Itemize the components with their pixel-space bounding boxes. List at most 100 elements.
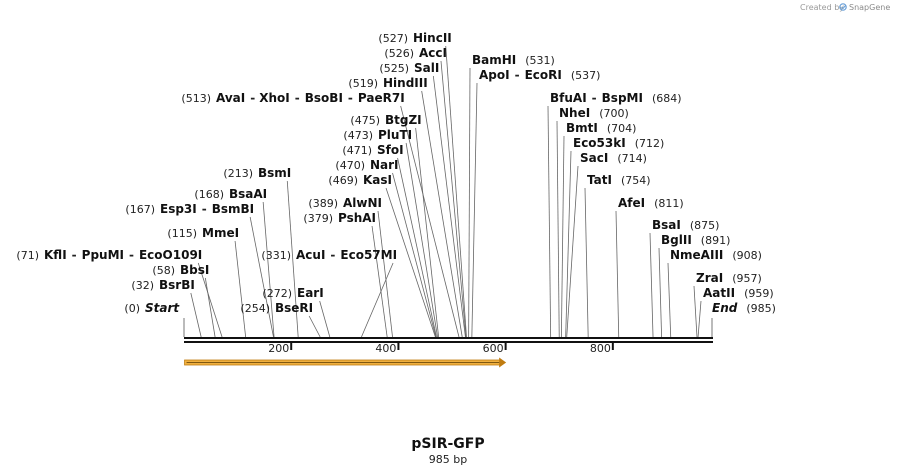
enzyme-name: AvaI bbox=[216, 91, 245, 105]
site-label-tati[interactable]: TatI (754) bbox=[587, 173, 651, 187]
enzyme-name: BmtI bbox=[566, 121, 598, 135]
site-label-eari[interactable]: (272) EarI bbox=[262, 286, 323, 300]
leader-line bbox=[385, 187, 436, 338]
leader-line bbox=[615, 210, 620, 338]
site-position: (985) bbox=[746, 302, 776, 315]
site-label-saci[interactable]: SacI (714) bbox=[580, 151, 647, 165]
feature-arrow[interactable] bbox=[184, 357, 507, 368]
enzyme-name: Start bbox=[145, 301, 180, 315]
site-label-alwni[interactable]: (389) AlwNI bbox=[308, 196, 382, 210]
site-label-bbsi[interactable]: (58) BbsI bbox=[152, 263, 209, 277]
enzyme-name: AcuI bbox=[296, 248, 325, 262]
site-label-start[interactable]: (0) Start bbox=[124, 301, 180, 315]
leader-line bbox=[234, 240, 247, 338]
site-label-nari[interactable]: (470) NarI bbox=[335, 158, 398, 172]
ruler-tick-label: 400 bbox=[375, 342, 396, 355]
site-position: (167) bbox=[125, 203, 155, 216]
site-label-esp3i[interactable]: (167) Esp3I - BsmBI bbox=[125, 202, 254, 216]
site-label-pshai[interactable]: (379) PshAI bbox=[303, 211, 376, 225]
leader-line bbox=[556, 120, 560, 338]
site-label-pluti[interactable]: (473) PluTI bbox=[343, 128, 412, 142]
site-label-bglii[interactable]: BglII (891) bbox=[661, 233, 730, 247]
enzyme-name: NmeAIII bbox=[670, 248, 723, 262]
enzyme-name: BsmI bbox=[258, 166, 291, 180]
site-label-aatii[interactable]: AatII (959) bbox=[703, 286, 774, 300]
site-label-bsai[interactable]: BsaI (875) bbox=[652, 218, 719, 232]
site-position: (754) bbox=[621, 174, 651, 187]
site-position: (891) bbox=[701, 234, 731, 247]
enzyme-name: BbsI bbox=[180, 263, 209, 277]
site-label-bmti[interactable]: BmtI (704) bbox=[566, 121, 636, 135]
site-label-hindiii[interactable]: (519) HindIII bbox=[348, 76, 427, 90]
site-label-sali[interactable]: (525) SalI bbox=[379, 61, 439, 75]
site-position: (714) bbox=[617, 152, 647, 165]
site-label-afei[interactable]: AfeI (811) bbox=[618, 196, 684, 210]
enzyme-name: Eco57MI bbox=[340, 248, 397, 262]
enzyme-name: PluTI bbox=[378, 128, 412, 142]
site-label-nhei[interactable]: NheI (700) bbox=[559, 106, 629, 120]
site-position: (908) bbox=[732, 249, 762, 262]
site-label-bamhi[interactable]: BamHI (531) bbox=[472, 53, 555, 67]
map-title: pSIR-GFP bbox=[411, 436, 484, 452]
enzyme-name: AatII bbox=[703, 286, 735, 300]
site-label-bseri[interactable]: (254) BseRI bbox=[240, 301, 313, 315]
leader-line bbox=[566, 165, 579, 338]
site-label-hincii[interactable]: (527) HincII bbox=[378, 31, 451, 45]
leader-line bbox=[204, 277, 216, 338]
site-label-end[interactable]: End (985) bbox=[712, 301, 776, 315]
site-label-acci[interactable]: (526) AccI bbox=[384, 46, 447, 60]
name-separator: - bbox=[250, 91, 255, 105]
site-position: (875) bbox=[690, 219, 720, 232]
name-separator: - bbox=[72, 248, 77, 262]
site-label-kfli[interactable]: (71) KflI - PpuMI - EcoO109I bbox=[16, 248, 202, 262]
enzyme-name: SalI bbox=[414, 61, 439, 75]
site-position: (684) bbox=[652, 92, 682, 105]
site-label-kasi[interactable]: (469) KasI bbox=[328, 173, 392, 187]
site-position: (331) bbox=[261, 249, 291, 262]
leader-line bbox=[584, 187, 589, 338]
site-label-mmei[interactable]: (115) MmeI bbox=[167, 226, 239, 240]
leader-line bbox=[421, 90, 463, 338]
enzyme-name: SacI bbox=[580, 151, 608, 165]
leader-line bbox=[560, 135, 565, 338]
site-labels: (0) Start (32) BsrBI(58) BbsI(71) KflI - PpuMI -… bbox=[16, 31, 776, 315]
site-label-bsmi[interactable]: (213) BsmI bbox=[223, 166, 291, 180]
enzyme-name: AfeI bbox=[618, 196, 645, 210]
site-label-eco53ki[interactable]: Eco53kI (712) bbox=[573, 136, 664, 150]
enzyme-name: BsrBI bbox=[159, 278, 195, 292]
site-position: (213) bbox=[223, 167, 253, 180]
site-label-apoi[interactable]: ApoI - EcoRI (537) bbox=[479, 68, 600, 82]
site-label-btgzi[interactable]: (475) BtgZI bbox=[350, 113, 421, 127]
leader-line bbox=[190, 292, 202, 338]
leader-line bbox=[649, 232, 654, 338]
enzyme-name: BglII bbox=[661, 233, 692, 247]
site-position: (519) bbox=[348, 77, 378, 90]
name-separator: - bbox=[330, 248, 335, 262]
leader-line bbox=[547, 105, 552, 338]
enzyme-name: HincII bbox=[413, 31, 452, 45]
feature-arrow-head bbox=[499, 357, 507, 368]
site-position: (58) bbox=[152, 264, 175, 277]
site-label-acui[interactable]: (331) AcuI - Eco57MI bbox=[261, 248, 397, 262]
site-label-sfoi[interactable]: (471) SfoI bbox=[342, 143, 403, 157]
name-separator: - bbox=[592, 91, 597, 105]
site-position: (527) bbox=[378, 32, 408, 45]
leader-line bbox=[471, 82, 478, 338]
leader-line bbox=[262, 201, 275, 338]
site-label-bfuai[interactable]: BfuAI - BspMI (684) bbox=[550, 91, 682, 105]
site-label-bsaai[interactable]: (168) BsaAI bbox=[194, 187, 267, 201]
leader-line bbox=[440, 60, 467, 338]
enzyme-name: HindIII bbox=[383, 76, 428, 90]
name-separator: - bbox=[515, 68, 520, 82]
ruler-tick-label: 200 bbox=[268, 342, 289, 355]
site-label-avai[interactable]: (513) AvaI - XhoI - BsoBI - PaeR7I bbox=[181, 91, 404, 105]
site-position: (71) bbox=[16, 249, 39, 262]
site-position: (0) bbox=[124, 302, 140, 315]
site-label-zrai[interactable]: ZraI (957) bbox=[696, 271, 762, 285]
site-label-nmeaiii[interactable]: NmeAIII (908) bbox=[670, 248, 762, 262]
site-label-bsrbi[interactable]: (32) BsrBI bbox=[131, 278, 194, 292]
site-position: (115) bbox=[167, 227, 197, 240]
enzyme-name: NheI bbox=[559, 106, 590, 120]
site-position: (471) bbox=[342, 144, 372, 157]
